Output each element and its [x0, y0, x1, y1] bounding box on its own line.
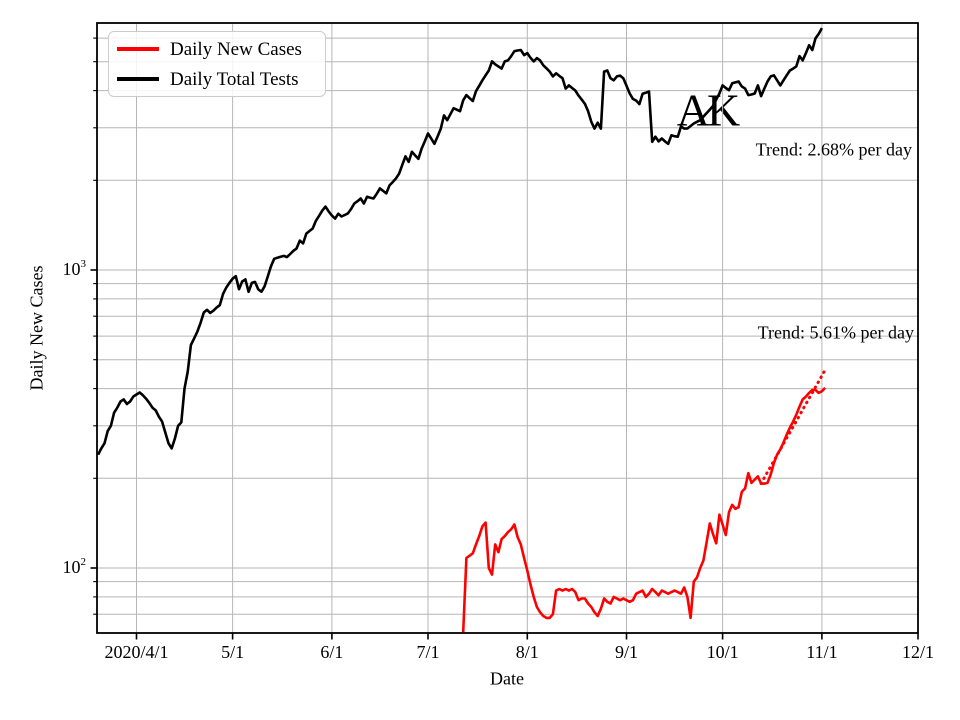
x-tick-label: 7/1	[416, 642, 440, 662]
x-tick-label: 2020/4/1	[104, 642, 169, 662]
daily-total-tests-line	[97, 27, 824, 456]
x-tick-label: 9/1	[615, 642, 639, 662]
legend-item-daily-total-tests: Daily Total Tests	[117, 66, 325, 92]
x-tick-label: 6/1	[320, 642, 344, 662]
x-tick-label: 12/1	[901, 642, 935, 662]
daily-new-cases-line	[461, 386, 827, 633]
daily-new-cases-trend-line	[759, 368, 827, 486]
tick-marks	[90, 37, 919, 640]
x-tick-label: 5/1	[221, 642, 245, 662]
legend-label: Daily Total Tests	[170, 68, 299, 90]
y-tick-label: 102	[62, 556, 87, 578]
x-axis-label: Date	[490, 668, 524, 689]
tests-trend-annotation: Trend: 2.68% per day	[755, 139, 912, 160]
legend-label: Daily New Cases	[170, 38, 302, 60]
cases-trend-annotation: Trend: 5.61% per day	[757, 322, 914, 343]
plot-frame	[96, 22, 919, 634]
x-tick-label: 11/1	[806, 642, 838, 662]
legend-line-swatch-black	[117, 77, 159, 81]
y-tick-label: 103	[62, 258, 87, 280]
x-tick-label: 10/1	[706, 642, 739, 662]
legend-line-swatch-red	[117, 47, 159, 51]
y-axis-label: Daily New Cases	[26, 265, 47, 391]
series-group	[97, 27, 827, 633]
legend: Daily New Cases Daily Total Tests	[108, 31, 326, 97]
x-tick-label: 8/1	[515, 642, 539, 662]
legend-item-daily-new-cases: Daily New Cases	[117, 36, 325, 62]
